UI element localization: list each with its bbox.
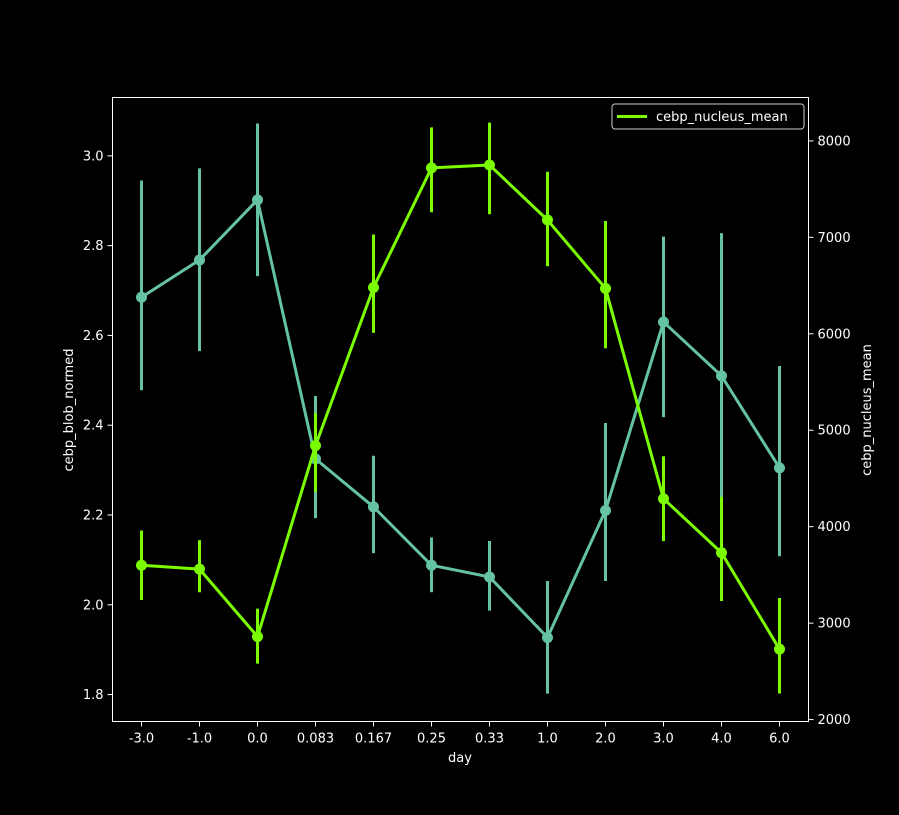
x-tick-label: 0.25 — [417, 732, 446, 747]
y-left-tick-label: 1.8 — [83, 688, 104, 703]
y-right-tick-label: 7000 — [818, 231, 851, 246]
data-point — [426, 559, 437, 571]
x-tick-label: 0.167 — [355, 732, 392, 747]
x-tick-label: 4.0 — [711, 732, 732, 747]
data-point — [658, 493, 669, 505]
data-point — [716, 547, 727, 559]
data-point — [426, 162, 437, 174]
data-point — [368, 281, 379, 293]
data-point — [484, 571, 495, 583]
data-point — [542, 632, 553, 644]
data-point — [136, 559, 147, 571]
y-right-tick-label: 6000 — [818, 327, 851, 342]
series-2 — [136, 122, 785, 694]
data-point — [600, 505, 611, 517]
x-tick-label: -1.0 — [187, 732, 212, 747]
y-left-tick-label: 3.0 — [83, 149, 104, 164]
data-point — [252, 194, 263, 206]
data-point — [600, 282, 611, 294]
data-point — [484, 159, 495, 171]
x-tick-label: 6.0 — [769, 732, 790, 747]
data-point — [194, 563, 205, 575]
y-right-axis-label: cebp_nucleus_mean — [860, 344, 875, 476]
y-right-tick-label: 5000 — [818, 424, 851, 439]
x-tick-label: 1.0 — [537, 732, 558, 747]
y-left-axis-label: cebp_blob_normed — [62, 349, 77, 472]
y-left-tick-label: 2.0 — [83, 598, 104, 613]
data-point — [252, 631, 263, 643]
y-left-tick-label: 2.8 — [83, 239, 104, 254]
data-point — [368, 501, 379, 513]
x-tick-label: 0.0 — [247, 732, 268, 747]
data-point — [774, 643, 785, 655]
y-right-tick-label: 3000 — [818, 617, 851, 632]
data-point — [310, 440, 321, 452]
legend-frame — [611, 103, 805, 130]
x-tick-label: -3.0 — [129, 732, 154, 747]
legend-label: cebp_nucleus_mean — [656, 110, 788, 125]
legend: cebp_nucleus_mean — [611, 103, 805, 130]
series-line — [141, 163, 781, 650]
plot-frame — [112, 97, 809, 722]
x-tick-label: 2.0 — [595, 732, 616, 747]
y-left-tick-label: 2.4 — [83, 419, 104, 434]
x-axis-label: day — [448, 751, 472, 766]
y-right-tick-label: 2000 — [818, 713, 851, 728]
x-tick-label: 0.083 — [297, 732, 334, 747]
y-left-tick-label: 2.6 — [83, 329, 104, 344]
data-point — [542, 214, 553, 226]
data-point — [716, 370, 727, 382]
data-point — [774, 462, 785, 474]
data-point — [194, 254, 205, 266]
x-tick-label: 0.33 — [475, 732, 504, 747]
y-right-tick-label: 4000 — [818, 520, 851, 535]
axes-layer: -3.0 -1.0 0.0 0.083 0.167 0.25 0.33 1.0 2.0 3.0 4.… — [83, 134, 851, 746]
series-layer — [136, 122, 785, 694]
y-left-tick-label: 2.2 — [83, 508, 104, 523]
data-point — [658, 316, 669, 328]
x-tick-label: 3.0 — [653, 732, 674, 747]
series-line — [140, 198, 781, 640]
y-right-tick-label: 8000 — [818, 134, 851, 149]
data-point — [136, 291, 147, 303]
